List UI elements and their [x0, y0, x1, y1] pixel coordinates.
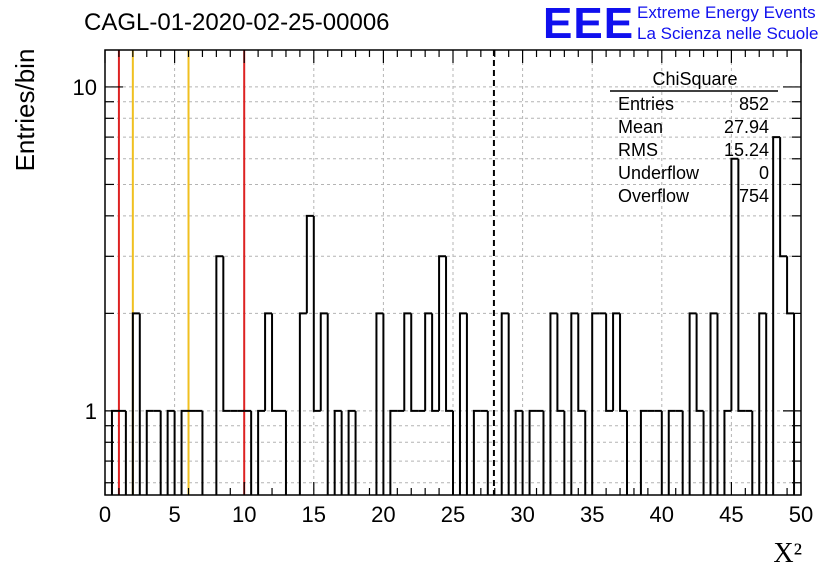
x-tick-label: 50 — [789, 502, 813, 527]
stats-value: 754 — [739, 186, 769, 206]
y-tick-label: 1 — [85, 399, 97, 424]
histogram-bin — [319, 312, 328, 411]
histogram-bin — [375, 312, 384, 495]
histogram-bin — [403, 312, 412, 411]
histogram-bin — [688, 312, 697, 495]
histogram-bin — [305, 214, 314, 314]
org-name-line2: La Scienza nelle Scuole — [637, 24, 819, 43]
histogram-bin — [431, 313, 440, 412]
histogram-bin — [779, 137, 788, 258]
histogram-bin — [271, 313, 279, 412]
histogram-bin — [570, 312, 579, 495]
x-tick-label: 20 — [371, 502, 395, 527]
histogram-bin — [347, 409, 356, 495]
x-tick-label: 35 — [580, 502, 604, 527]
histogram-bin — [591, 312, 600, 495]
histogram-bin — [438, 255, 447, 411]
x-axis-label: X² — [773, 538, 802, 569]
x-tick-label: 10 — [232, 502, 256, 527]
histogram-bin — [410, 313, 419, 412]
stats-label: Overflow — [618, 186, 690, 206]
histogram-bin — [472, 409, 481, 495]
stats-value: 0 — [759, 163, 769, 183]
stats-value: 852 — [739, 94, 769, 114]
histogram-bin — [619, 313, 627, 412]
eee-logo: EEE — [543, 0, 635, 48]
stats-label: Underflow — [618, 163, 700, 183]
y-tick-label: 10 — [73, 75, 97, 100]
org-name-line1: Extreme Energy Events — [637, 3, 816, 22]
histogram-bin — [667, 409, 676, 495]
histogram-bin — [500, 312, 509, 495]
histogram-bin — [424, 312, 433, 411]
stats-value: 27.94 — [724, 117, 769, 137]
histogram-bin — [723, 409, 732, 495]
histogram-bin — [215, 255, 224, 495]
histogram-bin — [166, 409, 175, 495]
histogram-bin — [772, 136, 781, 495]
histogram-bin — [333, 409, 342, 495]
x-tick-label: 40 — [650, 502, 674, 527]
histogram-bin — [612, 312, 621, 411]
histogram-bin — [577, 313, 586, 412]
histogram-bin — [695, 313, 704, 412]
stats-label: Mean — [618, 117, 663, 137]
histogram-bin — [556, 313, 565, 412]
x-tick-label: 5 — [168, 502, 180, 527]
histogram-bin — [222, 256, 231, 412]
histogram-bin — [514, 409, 523, 495]
histogram-bin — [458, 312, 467, 495]
stats-box: ChiSquare Entries 852 Mean 27.94 RMS 15.24 Unde… — [610, 69, 778, 206]
stats-value: 15.24 — [724, 140, 769, 160]
histogram-bin — [758, 312, 767, 495]
x-tick-label: 0 — [99, 502, 111, 527]
x-tick-label: 45 — [719, 502, 743, 527]
histogram-bin — [312, 215, 321, 412]
histogram — [110, 136, 796, 495]
y-axis-label: Entries/bin — [10, 49, 40, 172]
histogram-bin — [709, 312, 718, 495]
histogram-bin — [257, 409, 266, 495]
histogram-bin — [389, 409, 398, 495]
axes: 0 5 10 15 20 25 30 35 40 45 50 1 10 — [73, 49, 813, 527]
histogram-bin — [131, 312, 140, 495]
histogram-bin — [145, 409, 154, 495]
histogram-bin — [445, 256, 453, 412]
histogram-bin — [549, 312, 558, 495]
histogram-bin — [786, 256, 795, 315]
histogram-bin — [180, 409, 189, 495]
x-tick-label: 25 — [441, 502, 465, 527]
stats-label: Entries — [618, 94, 674, 114]
histogram-bin — [737, 158, 746, 412]
histogram-bin — [639, 409, 648, 495]
stats-box-title: ChiSquare — [652, 69, 737, 89]
histogram-bin — [605, 313, 614, 412]
x-tick-label: 15 — [302, 502, 326, 527]
x-tick-label: 30 — [510, 502, 534, 527]
histogram-bin — [730, 157, 739, 411]
stats-label: RMS — [618, 140, 658, 160]
histogram-bin — [298, 312, 307, 495]
run-title: CAGL-01-2020-02-25-00006 — [84, 9, 390, 36]
histogram-bin — [264, 312, 273, 411]
histogram-bin — [528, 409, 537, 495]
